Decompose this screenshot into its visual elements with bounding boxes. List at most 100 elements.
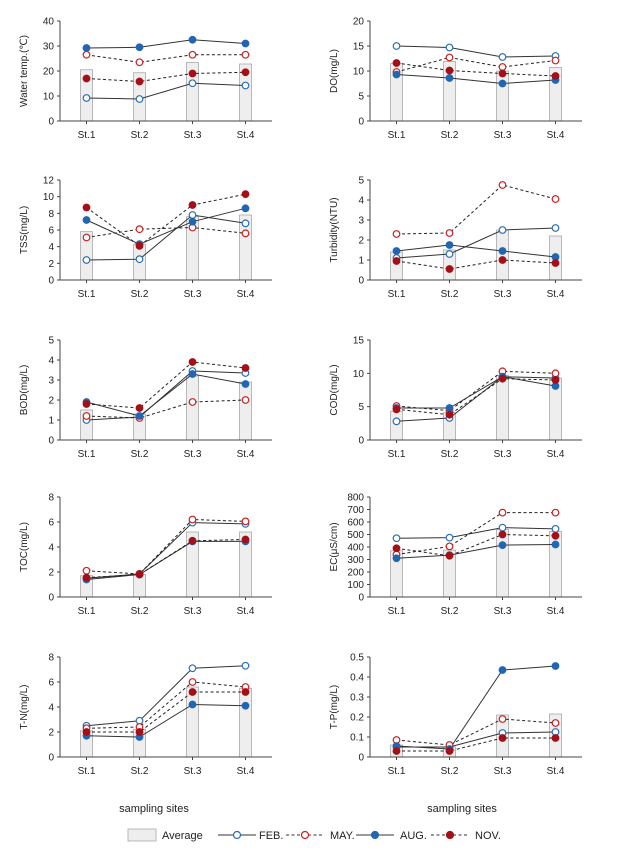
data-point-feb (392, 534, 401, 543)
x-tick-label: St.3 (494, 289, 512, 300)
y-tick-label: 0 (358, 117, 364, 128)
x-tick-label: St.2 (441, 449, 459, 460)
chart-panel-2: 0 5 10 15 20 St.1 St.2 St.3 St.4 DO(mg/L) (329, 17, 582, 141)
y-axis-label: COD(mg/L) (329, 364, 340, 415)
legend-marker-nov (445, 830, 455, 840)
data-point-aug (498, 247, 507, 255)
data-point-nov (241, 364, 250, 372)
average-bar (239, 381, 252, 441)
y-tick-label: 0 (358, 276, 364, 287)
data-point-may (551, 56, 560, 65)
y-tick-label: 10 (353, 67, 365, 78)
data-point-feb (392, 42, 401, 50)
y-tick-label: 4 (48, 703, 54, 714)
x-tick-label: St.2 (441, 289, 459, 300)
y-tick-label: 200 (347, 568, 364, 579)
y-axis-label: TSS(mg/L) (19, 206, 30, 254)
y-tick-label: 0 (48, 436, 54, 447)
series-line-feb (396, 227, 556, 259)
data-point-may (188, 678, 197, 686)
y-tick-label: 8 (48, 493, 54, 504)
chart-panel-5: 0 1 2 3 4 5 St.1 St.2 St.3 St.4 BOD(mg/L) (19, 336, 272, 460)
data-point-aug (445, 404, 454, 412)
data-point-may (445, 229, 454, 237)
y-tick-label: 30 (43, 42, 55, 53)
y-tick-label: 4 (48, 356, 54, 367)
y-tick-label: 40 (43, 17, 55, 28)
chart-legend: Average FEB. MAY. AUG. NOV. (127, 828, 501, 842)
series-line-may (86, 399, 246, 419)
average-bar (239, 687, 252, 758)
data-point-nov (392, 747, 401, 755)
data-point-nov (445, 410, 454, 419)
data-point-may (445, 542, 454, 551)
average-bar (496, 374, 509, 441)
data-point-may (135, 225, 144, 234)
chart-panel-3: 0 2 4 6 8 10 12 St.1 St.2 St.3 St.4 TSS(mg/L) (19, 176, 272, 300)
data-point-nov (82, 203, 91, 212)
x-tick-label: St.4 (237, 130, 255, 141)
data-point-may (82, 412, 91, 420)
data-point-nov (82, 74, 91, 83)
data-point-feb (135, 255, 144, 264)
x-tick-label: St.2 (441, 130, 459, 141)
x-tick-label: St.2 (131, 766, 149, 777)
series-line-nov (396, 259, 556, 270)
y-tick-label: 0.2 (350, 713, 364, 724)
series-line-aug (396, 544, 556, 559)
data-point-may (551, 719, 560, 727)
series-line-may (86, 54, 246, 63)
data-point-aug (135, 412, 144, 420)
data-point-may (551, 369, 560, 378)
data-point-aug (241, 701, 250, 710)
data-point-may (498, 508, 507, 517)
y-axis-label: T-N(mg/L) (19, 685, 30, 730)
data-point-nov (498, 374, 507, 383)
data-point-may (498, 63, 507, 71)
data-point-feb (498, 226, 507, 234)
series-line-aug (396, 74, 556, 85)
data-point-aug (241, 204, 250, 213)
legend-item-feb: FEB. (218, 830, 283, 842)
chart-panel-6: 0 5 10 15 St.1 St.2 St.3 St.4 COD(mg/L) (329, 336, 582, 460)
chart-panel-10: 0 0.1 0.2 0.3 0.4 0.5 St.1 St.2 St.3 St.4 T-P(mg/L… (329, 653, 582, 777)
series-line-nov (86, 691, 246, 733)
y-tick-label: 500 (347, 530, 364, 541)
data-point-aug (392, 247, 401, 255)
x-tick-label: St.2 (441, 766, 459, 777)
series-line-nov (396, 62, 556, 77)
data-point-aug (135, 43, 144, 52)
series-line-feb (86, 370, 246, 421)
legend-marker-may (300, 830, 310, 840)
y-tick-label: 2 (48, 568, 54, 579)
y-tick-label: 2 (48, 396, 54, 407)
y-tick-label: 10 (353, 369, 365, 380)
x-tick-label: St.4 (237, 766, 255, 777)
x-axis-title-right: sampling sites (427, 803, 497, 815)
legend-label-nov: NOV. (475, 830, 501, 842)
data-point-nov (551, 531, 560, 540)
data-point-feb (551, 524, 560, 533)
data-point-nov (188, 201, 197, 209)
series-line-feb (86, 522, 246, 579)
data-point-nov (188, 536, 197, 545)
x-tick-label: St.4 (237, 289, 255, 300)
x-tick-label: St.2 (131, 289, 149, 300)
data-point-aug (498, 666, 507, 674)
series-line-aug (86, 373, 246, 417)
data-point-nov (445, 265, 454, 273)
x-tick-label: St.4 (547, 289, 565, 300)
data-point-nov (241, 688, 250, 696)
data-point-may (498, 181, 507, 189)
data-point-feb (551, 224, 560, 232)
data-point-nov (241, 190, 250, 199)
series-line-aug (86, 703, 246, 738)
average-bar (496, 529, 509, 598)
y-tick-label: 5 (358, 92, 364, 103)
data-point-nov (392, 405, 401, 414)
y-tick-label: 100 (347, 580, 364, 591)
y-tick-label: 0 (48, 753, 54, 764)
y-tick-label: 20 (43, 67, 55, 78)
data-point-feb (241, 661, 250, 670)
data-point-nov (188, 69, 197, 78)
